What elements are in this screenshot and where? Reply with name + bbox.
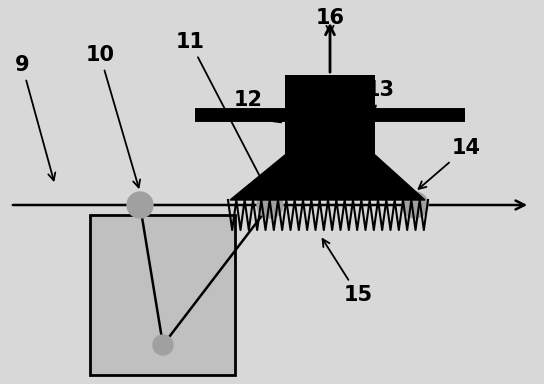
Text: 11: 11 <box>176 32 266 188</box>
Circle shape <box>153 335 173 355</box>
Text: 16: 16 <box>316 8 344 34</box>
Text: 12: 12 <box>233 90 281 122</box>
Circle shape <box>127 192 153 218</box>
Bar <box>90 215 235 375</box>
Polygon shape <box>230 155 425 200</box>
Text: 13: 13 <box>366 80 394 123</box>
Circle shape <box>257 192 283 218</box>
Text: 15: 15 <box>323 239 373 305</box>
Text: 9: 9 <box>15 55 55 180</box>
Bar <box>285 75 375 155</box>
Text: 10: 10 <box>85 45 140 187</box>
Text: 14: 14 <box>419 138 480 189</box>
Circle shape <box>402 192 428 218</box>
